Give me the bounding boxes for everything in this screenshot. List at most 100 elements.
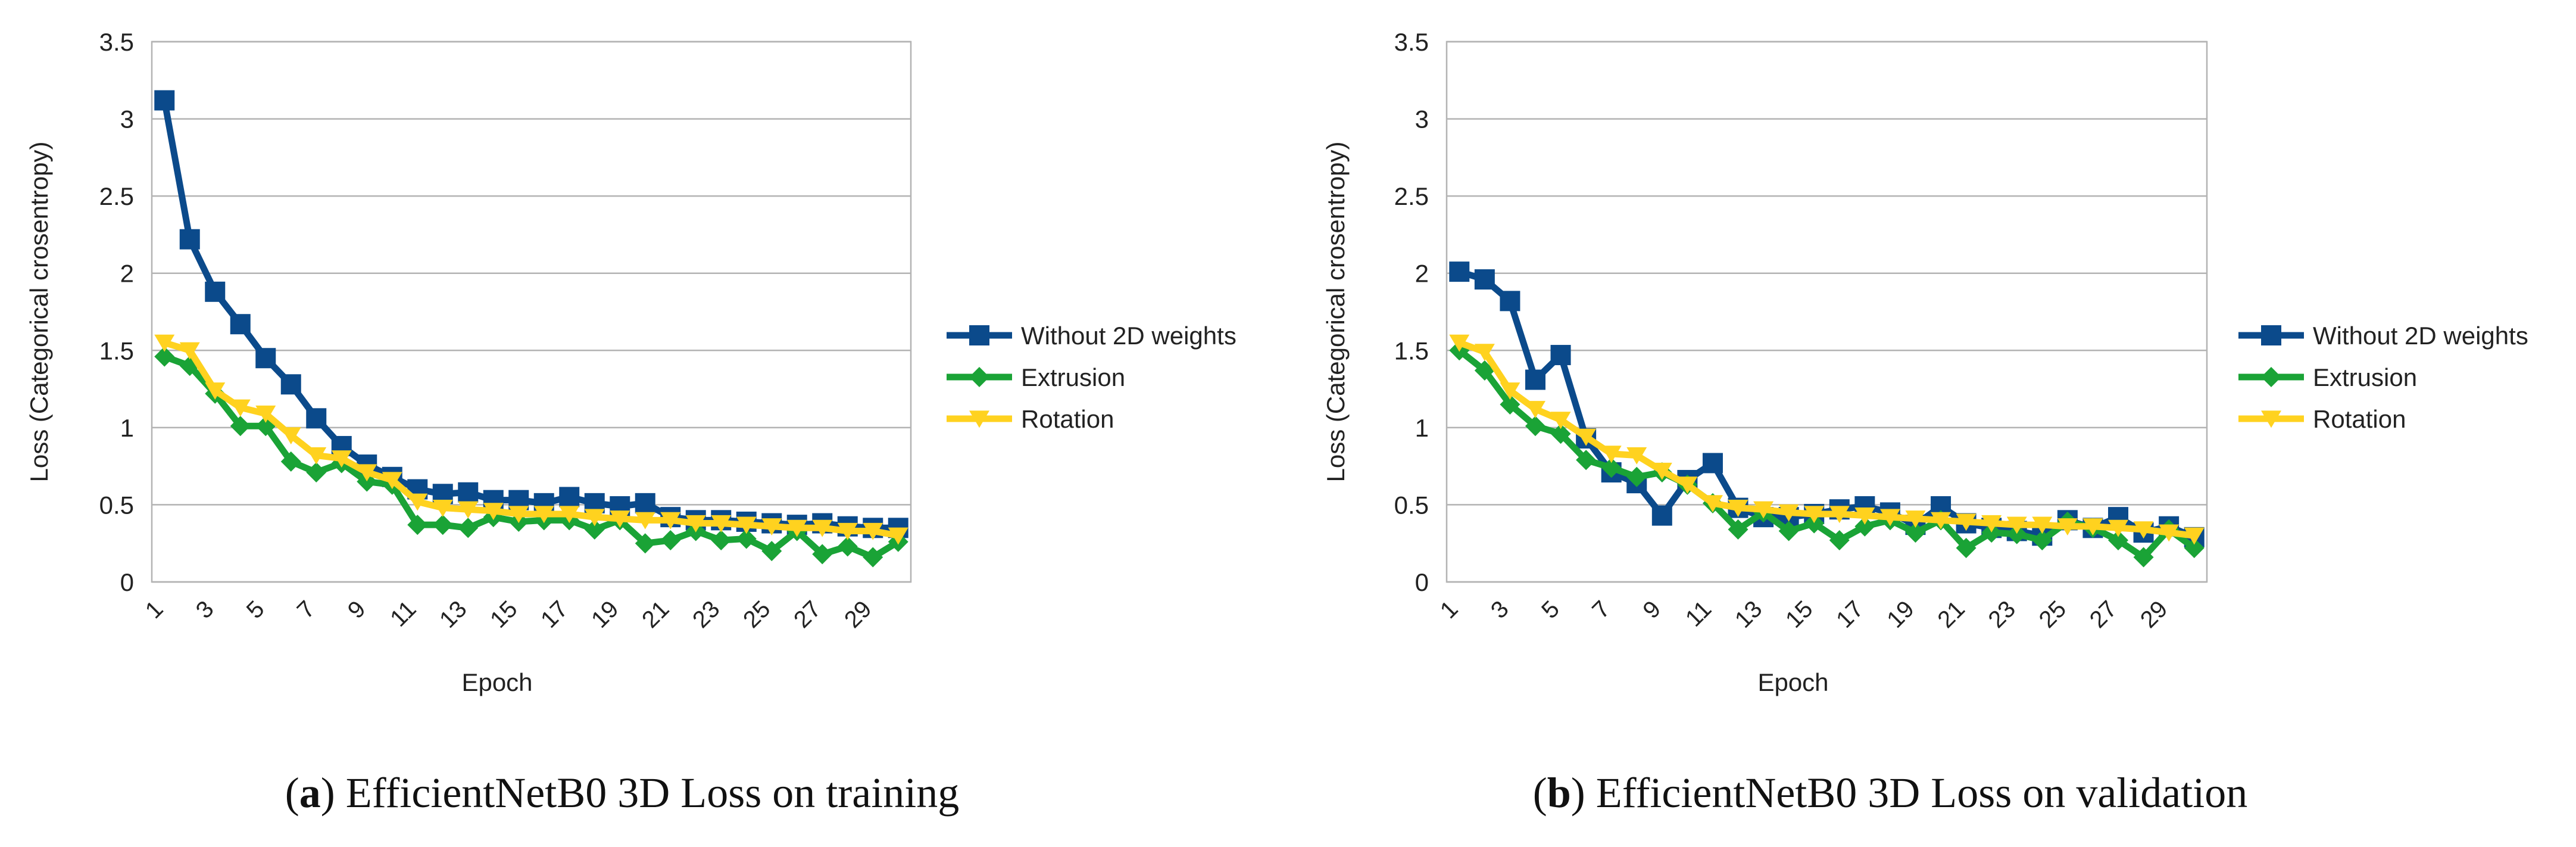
data-point [230, 399, 251, 417]
x-tick-label: 29 [2135, 596, 2173, 633]
plot-area [1445, 41, 2208, 583]
y-tick-label: 3 [120, 105, 134, 133]
data-point [610, 510, 630, 528]
x-tick-label: 5 [242, 596, 270, 624]
data-point [711, 530, 732, 551]
caption-open-paren: ( [1532, 769, 1547, 817]
x-tick-label: 19 [1882, 596, 1919, 633]
data-point [1449, 334, 1470, 352]
series-without-2d-weights [154, 90, 908, 538]
data-point [1829, 506, 1850, 524]
data-point [2108, 530, 2129, 551]
data-point [812, 519, 833, 537]
x-tick-label: 27 [2085, 596, 2122, 633]
x-tick-label: 5 [1537, 596, 1565, 624]
series-rotation [154, 334, 908, 545]
data-point [888, 527, 908, 545]
caption-close-paren: ) [1570, 769, 1585, 817]
y-axis-title: Loss (Categorical crosentropy) [1322, 142, 1350, 482]
data-point [1474, 344, 1495, 362]
data-point [407, 493, 428, 511]
legend-label: Rotation [1021, 405, 1114, 433]
data-point [1474, 269, 1495, 290]
data-point [1702, 453, 1723, 474]
data-point [1981, 515, 2002, 533]
legend-swatch-marker [2261, 367, 2281, 387]
data-point [179, 229, 200, 250]
legend-swatch-marker [2261, 325, 2281, 345]
x-tick-label: 13 [1730, 596, 1768, 633]
data-point [2032, 530, 2053, 551]
x-tick-label: 7 [1587, 596, 1615, 624]
data-point [1500, 382, 1520, 400]
data-point [432, 515, 453, 535]
data-point [280, 427, 301, 445]
y-axis-title: Loss (Categorical crosentropy) [25, 142, 53, 482]
data-point [1854, 507, 1875, 525]
data-point [1550, 424, 1571, 444]
data-point [685, 515, 706, 533]
y-tick-label: 1 [120, 414, 134, 442]
x-tick-label: 15 [1781, 596, 1818, 633]
y-tick-label: 0 [1415, 568, 1429, 596]
series-line [1458, 268, 2196, 540]
data-point [1651, 462, 1672, 480]
data-point [2159, 524, 2180, 542]
x-tick-label: 9 [343, 596, 371, 624]
data-point [2184, 537, 2205, 558]
y-tick-label: 3 [1415, 105, 1429, 133]
x-tick-label: 23 [1984, 596, 2021, 633]
data-point [1956, 513, 1977, 531]
data-point [306, 462, 327, 483]
data-point [1500, 394, 1520, 415]
data-point [761, 541, 782, 562]
x-tick-label: 13 [435, 596, 472, 633]
data-point [306, 408, 327, 429]
data-point [559, 506, 580, 524]
y-tick-label: 1 [1415, 414, 1429, 442]
chart-validation-loss: 00.511.522.533.51 3 5 7 9 11 13 15 17 19 21 23 25 27 2… [1322, 28, 2528, 696]
data-point [280, 451, 301, 472]
data-point [2057, 518, 2078, 536]
x-tick-label: 23 [688, 596, 725, 633]
x-tick-label: 25 [738, 596, 776, 633]
data-point [1753, 501, 1774, 519]
data-point [1905, 522, 1926, 543]
data-point [1829, 530, 1850, 551]
x-tick-label: 25 [2034, 596, 2072, 633]
y-tick-label: 2.5 [1394, 182, 1429, 210]
legend-label: Without 2D weights [2313, 322, 2528, 350]
x-tick-label: 17 [536, 596, 573, 633]
x-tick-label: 15 [485, 596, 523, 633]
data-point [761, 518, 782, 536]
x-tick-label: 3 [1486, 596, 1514, 624]
data-point [508, 506, 529, 524]
series-line [161, 99, 898, 531]
x-axis-title: Epoch [1757, 668, 1828, 696]
data-point [736, 516, 757, 534]
data-point [584, 509, 605, 527]
data-point [2006, 524, 2027, 544]
data-point [1981, 522, 2002, 543]
caption-letter: b [1547, 769, 1571, 817]
legend: Without 2D weights Extrusion Rotation [947, 322, 1237, 433]
y-tick-label: 1.5 [99, 337, 134, 365]
data-point [2082, 518, 2103, 536]
data-point [154, 90, 175, 111]
data-point [1804, 506, 1825, 524]
data-point [154, 346, 175, 367]
data-point [863, 522, 883, 540]
data-point [255, 348, 276, 369]
data-point [736, 528, 757, 549]
y-tick-label: 2 [1415, 260, 1429, 288]
data-point [559, 487, 580, 507]
y-tick-label: 3.5 [99, 28, 134, 56]
x-tick-label: 29 [839, 596, 877, 633]
series-rotation [1449, 334, 2205, 545]
y-tick-label: 0.5 [99, 491, 134, 519]
y-tick-label: 2.5 [99, 182, 134, 210]
data-point [331, 450, 352, 468]
data-point [458, 482, 479, 503]
data-point [1525, 416, 1545, 437]
